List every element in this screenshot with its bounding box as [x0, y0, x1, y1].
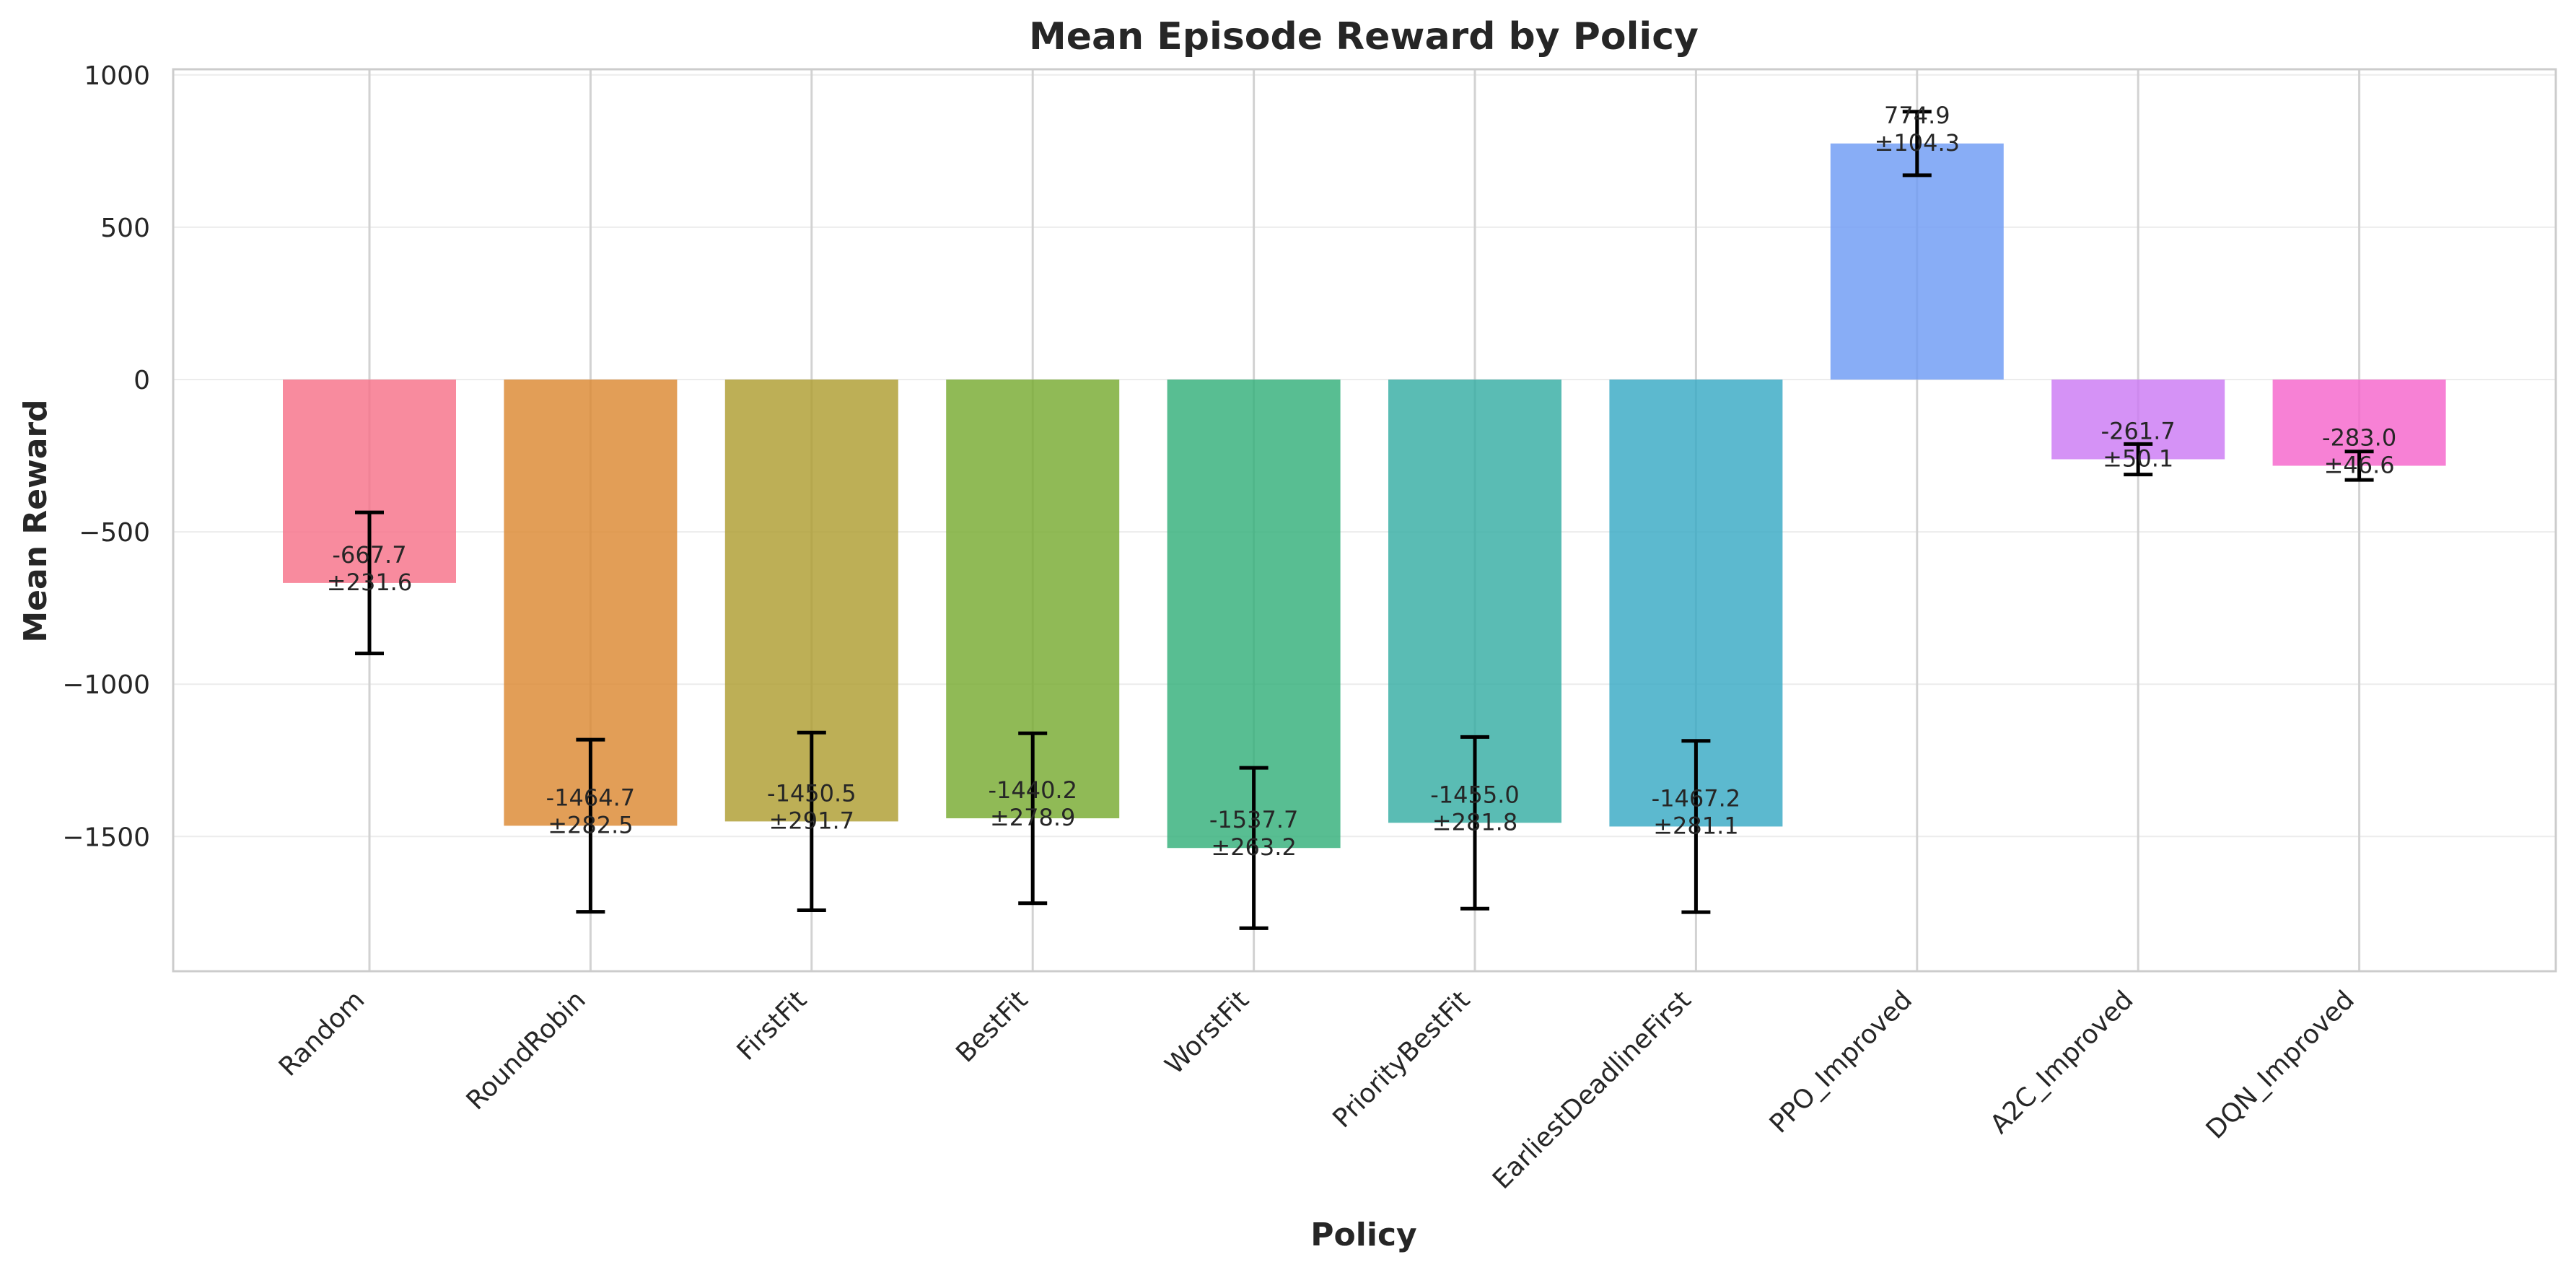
bar-value-label: -1455.0	[1430, 781, 1520, 808]
bar-value-label: -1440.2	[988, 776, 1077, 804]
x-axis-label: Policy	[1310, 1217, 1416, 1253]
error-bars	[355, 110, 2374, 930]
y-tick-label: −1000	[62, 670, 150, 700]
data-labels: -667.7±231.6 -1464.7±282.5 -1450.5±291.7 -1…	[327, 102, 2396, 861]
chart-title: Mean Episode Reward by Policy	[1029, 15, 1699, 58]
plot-area-frame	[172, 68, 2557, 973]
bar-value-label: -667.7	[332, 541, 406, 569]
bar-error-label: ±231.6	[327, 569, 412, 596]
y-tick-label: −1500	[62, 823, 150, 852]
bar-error-label: ±282.5	[548, 811, 633, 838]
bar-error-label: ±281.8	[1432, 808, 1517, 836]
bar-error-label: ±104.3	[1875, 129, 1960, 157]
bar-value-label: -1537.7	[1209, 806, 1299, 833]
bar-error-label: ±50.1	[2103, 444, 2173, 472]
bar-error-label: ±291.7	[769, 807, 854, 834]
y-tick-label: −500	[79, 518, 150, 548]
bar-value-label: -1450.5	[767, 779, 857, 807]
y-tick-label: 1000	[84, 61, 150, 91]
bar-value-label: -283.0	[2322, 424, 2396, 451]
bar	[1830, 143, 2004, 380]
bar-value-label: 774.9	[1884, 102, 1950, 129]
bar-error-label: ±263.2	[1211, 833, 1296, 861]
bar-value-label: -1464.7	[546, 784, 636, 811]
y-axis-label: Mean Reward	[17, 399, 54, 642]
bar-error-label: ±46.6	[2324, 451, 2395, 478]
bar-error-label: ±281.1	[1653, 812, 1738, 839]
bar-value-label: -261.7	[2101, 417, 2176, 444]
y-tick-label: 0	[133, 366, 150, 395]
bar-error-label: ±278.9	[990, 804, 1075, 831]
y-tick-labels: 1000 500 0 −500 −1000 −1500	[62, 61, 150, 853]
bar-value-label: -1467.2	[1652, 784, 1741, 812]
y-tick-label: 500	[100, 214, 150, 243]
